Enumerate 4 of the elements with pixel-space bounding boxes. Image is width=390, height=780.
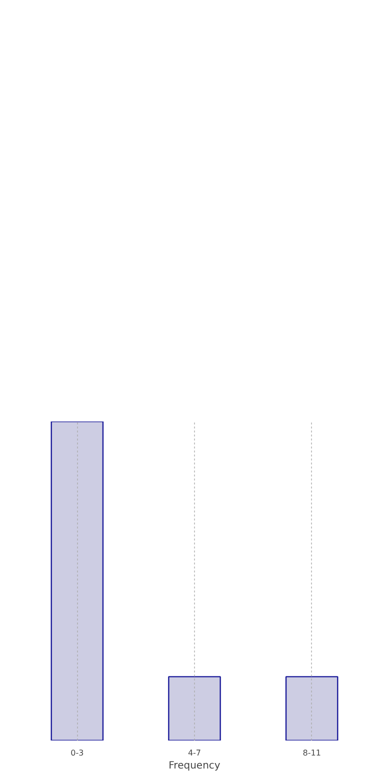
x-axis-title: Frequency [168,760,220,772]
x-tick-label: 4-7 [188,748,202,758]
x-tick-label: 8-11 [302,748,321,758]
x-tick-label: 0-3 [70,748,84,758]
